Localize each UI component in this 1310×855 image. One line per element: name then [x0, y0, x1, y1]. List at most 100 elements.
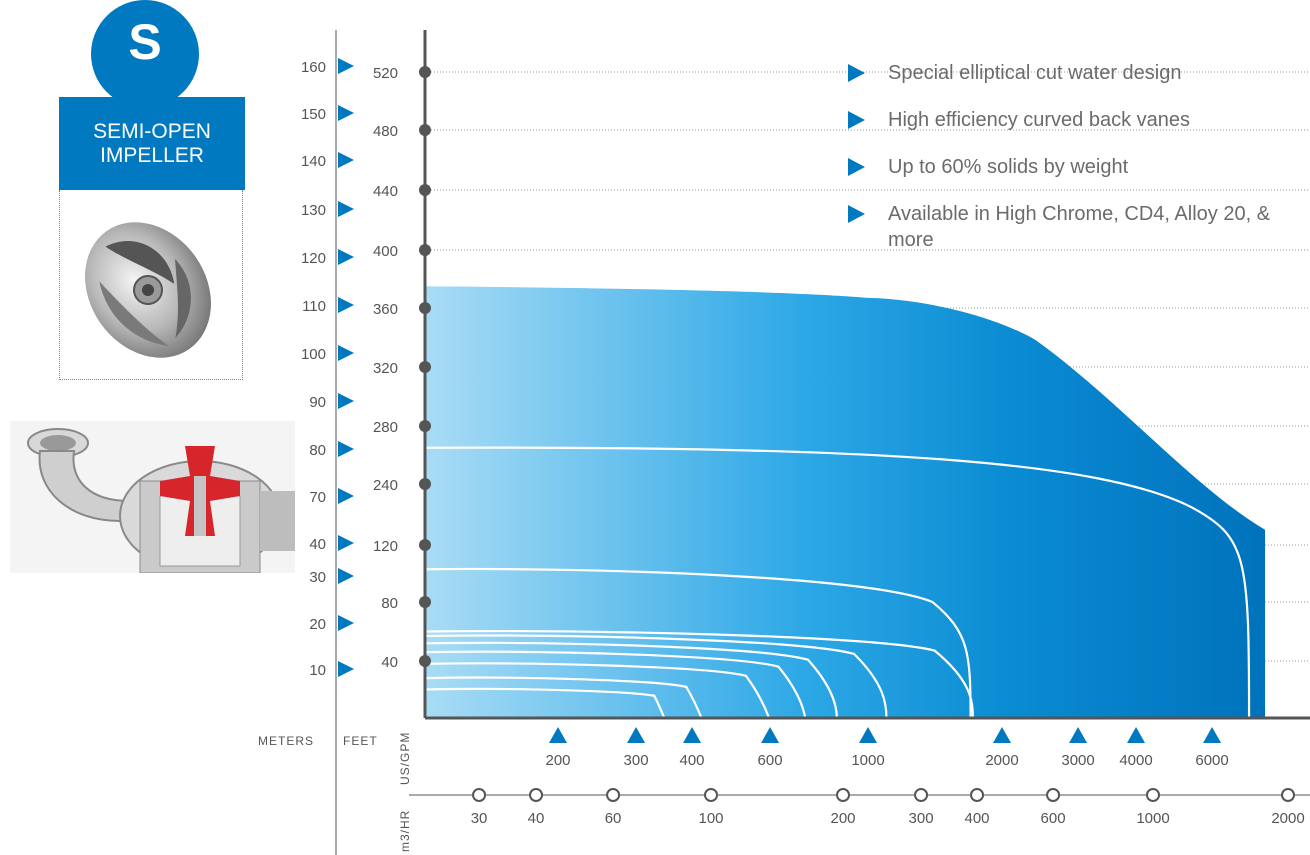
badge-letter: S [128, 14, 162, 70]
meters-tick-label: 150 [301, 106, 326, 123]
meters-tick-triangle [338, 345, 354, 361]
gpm-tick-triangle [549, 727, 568, 743]
feet-tick-dot [419, 184, 431, 196]
impeller-photo-frame [59, 190, 243, 380]
meters-tick-label: 120 [301, 250, 326, 267]
m3hr-tick-label: 400 [965, 810, 990, 827]
feet-tick-label: 360 [373, 301, 398, 318]
meters-axis: 160 150 140 130 120 110 100 90 80 70 40 30 20 10 [301, 58, 354, 679]
m3hr-tick-label: 30 [471, 810, 488, 827]
gpm-tick-label: 200 [545, 752, 570, 769]
feet-axis: 520 480 440 400 360 320 280 240 120 80 40 [373, 65, 431, 671]
gpm-tick-triangle [1069, 727, 1088, 743]
meters-tick-triangle [338, 441, 354, 457]
impeller-curve [424, 687, 673, 733]
gpm-tick-triangle [761, 727, 780, 743]
m3hr-tick-label: 200 [830, 810, 855, 827]
meters-tick-label: 20 [309, 616, 326, 633]
m3hr-tick-circle [836, 788, 851, 802]
feet-tick-dot [419, 124, 431, 136]
meters-tick-label: 140 [301, 153, 326, 170]
meters-tick-label: 110 [302, 298, 326, 315]
meters-tick-triangle [338, 661, 354, 677]
gpm-tick-label: 6000 [1195, 752, 1228, 769]
m3hr-tick-circle [1146, 788, 1160, 802]
triangle-bullet-icon [848, 64, 865, 82]
meters-tick-triangle [338, 105, 354, 121]
m3hr-tick-circle [529, 788, 544, 802]
impeller-curve [424, 446, 1251, 719]
meters-axis-label: METERS [258, 734, 314, 748]
impeller-type-badge [91, 0, 199, 108]
meters-tick-label: 10 [309, 662, 326, 679]
feature-item: Up to 60% solids by weight [846, 154, 1306, 180]
pump-cutaway-photo [10, 421, 295, 573]
feet-tick-label: 80 [381, 595, 398, 612]
m3hr-axis-label: m3/HR [398, 810, 412, 852]
impeller-curve [424, 634, 888, 719]
feet-tick-dot [419, 539, 431, 551]
m3hr-tick-label: 40 [528, 810, 545, 827]
gpm-tick-label: 1000 [851, 752, 884, 769]
impeller-curve [424, 567, 972, 719]
m3hr-tick-label: 300 [909, 810, 934, 827]
meters-tick-label: 160 [301, 59, 326, 76]
impeller-type-label: SEMI-OPEN IMPELLER [59, 97, 245, 190]
gpm-tick-label: 300 [624, 752, 649, 769]
gpm-tick-triangle [1127, 727, 1146, 743]
impeller-photo [85, 222, 211, 358]
meters-tick-triangle [338, 201, 354, 217]
gpm-axis: 200 300 400 600 1000 2000 3000 4000 6000 [545, 727, 1229, 769]
meters-tick-triangle [338, 152, 354, 168]
triangle-bullet-icon [848, 205, 865, 223]
feature-text: Special elliptical cut water design [888, 62, 1182, 84]
operating-envelope [425, 286, 1265, 718]
meters-tick-label: 80 [309, 442, 326, 459]
impeller-curves [424, 446, 1251, 733]
feet-tick-label: 120 [373, 538, 398, 555]
triangle-bullet-icon [848, 158, 865, 176]
feet-tick-dot [419, 361, 431, 373]
impeller-curve [424, 641, 838, 719]
axis-labels: METERS FEET US/GPM m3/HR [258, 732, 412, 852]
impeller-curve [424, 630, 974, 719]
impeller-type-line1: SEMI-OPEN [93, 119, 211, 143]
feet-tick-dot [419, 302, 431, 314]
m3hr-tick-circle [472, 788, 487, 802]
meters-tick-triangle [338, 297, 354, 313]
feet-tick-label: 40 [381, 654, 398, 671]
feet-tick-label: 440 [373, 183, 398, 200]
feet-tick-label: 280 [373, 419, 398, 436]
meters-tick-triangle [338, 488, 354, 504]
gpm-tick-triangle [627, 727, 646, 743]
feet-tick-label: 240 [373, 477, 398, 494]
feet-tick-label: 480 [373, 123, 398, 140]
meters-tick-triangle [338, 249, 354, 265]
m3hr-tick-circle [914, 788, 929, 802]
gpm-tick-label: 600 [758, 752, 783, 769]
m3hr-tick-label: 1000 [1136, 810, 1169, 827]
gpm-tick-label: 4000 [1119, 752, 1152, 769]
feature-item: High efficiency curved back vanes [846, 107, 1306, 133]
feet-tick-dot [419, 420, 431, 432]
gpm-tick-label: 3000 [1061, 752, 1094, 769]
gpm-tick-triangle [993, 727, 1012, 743]
impeller-type-line2: IMPELLER [100, 143, 204, 167]
feet-tick-dot [419, 655, 431, 667]
meters-tick-triangle [338, 568, 354, 584]
m3hr-axis: 30 40 60 100 200 300 400 600 1000 2000 [471, 788, 1305, 827]
m3hr-tick-circle [704, 788, 718, 802]
gpm-tick-label: 400 [680, 752, 705, 769]
feature-text: Up to 60% solids by weight [888, 156, 1129, 178]
envelope-area [425, 286, 1265, 718]
feet-tick-label: 320 [373, 360, 398, 377]
feet-tick-dot [419, 244, 431, 256]
impeller-curve [424, 676, 708, 727]
m3hr-tick-circle [1046, 788, 1061, 802]
feature-list: Special elliptical cut water design High… [846, 60, 1306, 274]
meters-tick-label: 70 [309, 489, 326, 506]
m3hr-tick-circle [606, 788, 621, 802]
feature-item: Available in High Chrome, CD4, Alloy 20,… [846, 201, 1288, 253]
triangle-bullet-icon [848, 111, 865, 129]
